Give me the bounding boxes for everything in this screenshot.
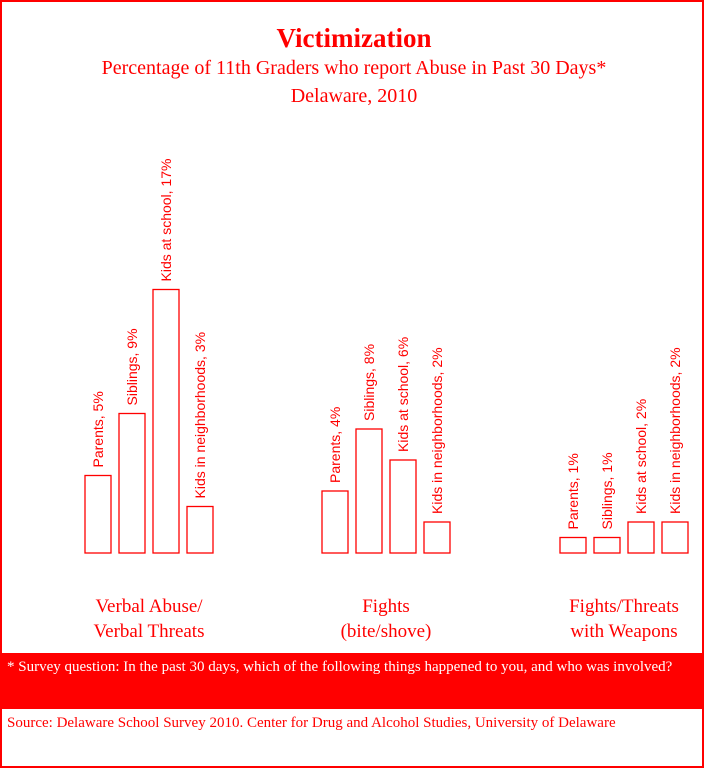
bar — [321, 490, 349, 554]
bar — [186, 505, 214, 554]
category-label: Fights/Threats with Weapons — [569, 596, 679, 642]
chart-subtitle: Delaware, 2010 — [291, 85, 418, 107]
data-label: Kids at school, 17% — [158, 159, 174, 282]
plot: Victimization Percentage of 11th Graders… — [84, 23, 689, 554]
data-label: Kids in neighborhoods, 2% — [667, 347, 683, 514]
data-label: Siblings, 9% — [124, 328, 140, 405]
bar — [593, 536, 621, 554]
chart-title: Victimization — [277, 23, 432, 53]
data-label: Siblings, 1% — [599, 452, 615, 529]
data-label: Kids at school, 6% — [395, 337, 411, 452]
data-label: Kids at school, 2% — [633, 399, 649, 514]
data-label: Parents, 5% — [90, 391, 106, 467]
bar — [355, 428, 383, 554]
category-label: Fights (bite/shove) — [340, 596, 432, 642]
data-label: Parents, 4% — [327, 407, 343, 483]
bar — [661, 521, 689, 554]
bar — [559, 536, 587, 554]
data-label: Siblings, 8% — [361, 344, 377, 421]
source: Source: Delaware School Survey 2010. Cen… — [2, 707, 702, 738]
bar — [84, 474, 112, 554]
category-label: Verbal Abuse/ Verbal Threats — [93, 596, 205, 642]
bar — [118, 412, 146, 554]
chart-subtitle: Percentage of 11th Graders who report Ab… — [102, 57, 607, 79]
bar — [152, 288, 180, 554]
footnote: * Survey question: In the past 30 days, … — [2, 653, 702, 709]
bar — [627, 521, 655, 554]
data-label: Kids in neighborhoods, 3% — [192, 332, 208, 499]
data-label: Parents, 1% — [565, 453, 581, 529]
bar — [389, 459, 417, 554]
bar — [423, 521, 451, 554]
data-label: Kids in neighborhoods, 2% — [429, 347, 445, 514]
